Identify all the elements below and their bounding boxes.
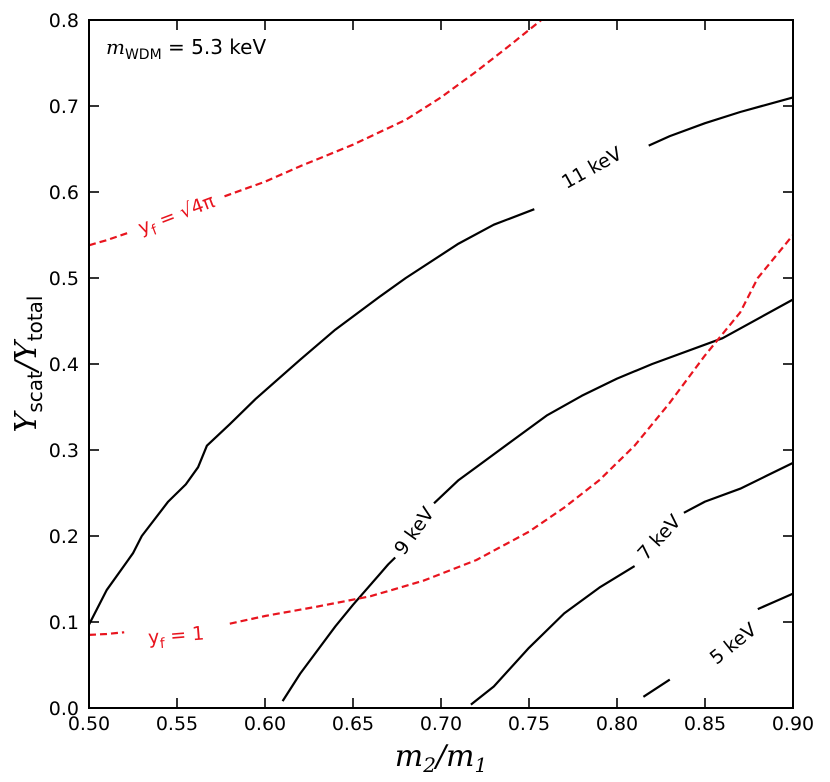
y-tick-label: 0.2 [49, 526, 79, 548]
series-line-5-kev-part1 [642, 678, 671, 698]
y-tick-label: 0.4 [49, 354, 79, 376]
y-tick-label: 0.0 [49, 698, 79, 720]
contour-label-9-kev: 9 keV [390, 503, 439, 559]
x-tick-label: 0.70 [420, 713, 462, 735]
contour-label-y-f-1: yf = 1 [147, 622, 205, 653]
series-line-7-kev-part1 [470, 565, 636, 706]
wdm-mass-annotation: mWDM = 5.3 keV [106, 35, 266, 63]
contour-label-7-kev: 7 keV [633, 511, 685, 565]
y-tick-label: 0.6 [49, 182, 79, 204]
x-tick-label: 0.90 [772, 713, 814, 735]
contour-label-11-kev: 11 keV [558, 143, 626, 194]
series-line-5-kev-part2 [757, 592, 794, 611]
contour-label-y-f-sqrt-4pi: yf = √4π [135, 190, 219, 243]
ticks-layer: 0.50 0.55 0.60 0.65 0.70 0.75 0.80 0.85 0.90 0.0 0… [49, 10, 814, 735]
series-line-9-kev-part2 [433, 298, 794, 505]
series-line-y-f-sqrt-4pi-part2 [224, 19, 542, 198]
series-line-y-f-1-part1 [88, 631, 125, 636]
series-line-11-kev-part2 [648, 96, 794, 147]
y-tick-label: 0.7 [49, 96, 79, 118]
x-tick-label: 0.80 [596, 713, 638, 735]
plot-frame [88, 19, 794, 709]
x-tick-label: 0.65 [332, 713, 374, 735]
series-line-y-f-1-part2 [229, 234, 794, 625]
y-tick-label: 0.3 [49, 440, 79, 462]
x-tick-label: 0.60 [244, 713, 286, 735]
y-tick-label: 0.1 [49, 612, 79, 634]
labels-layer: 11 keV 9 keV 7 keV 5 keV yf = √4π yf = 1 [135, 143, 761, 669]
y-tick-label: 0.5 [49, 268, 79, 290]
x-tick-label: 0.55 [156, 713, 198, 735]
series-line-11-kev-part1 [88, 208, 535, 626]
x-tick-label: 0.85 [684, 713, 726, 735]
series-line-y-f-sqrt-4pi-part1 [88, 231, 130, 247]
contour-label-5-kev: 5 keV [706, 619, 761, 669]
x-axis-label: m2/m1 [395, 739, 487, 777]
series-line-9-kev-part1 [281, 556, 396, 702]
y-tick-label: 0.8 [49, 10, 79, 32]
series-layer [88, 19, 794, 706]
x-tick-label: 0.75 [508, 713, 550, 735]
series-line-7-kev-part2 [683, 461, 794, 514]
y-axis-label: Yscat/Ytotal [9, 296, 47, 433]
x-tick-label: 0.50 [68, 713, 110, 735]
